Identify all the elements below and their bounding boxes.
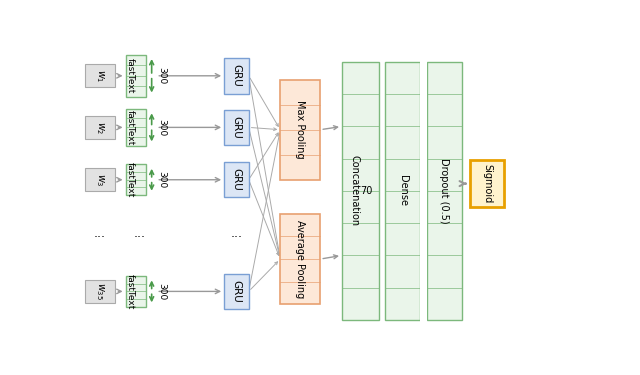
FancyBboxPatch shape [280, 80, 320, 180]
Text: Sigmoid: Sigmoid [483, 164, 492, 203]
FancyBboxPatch shape [385, 62, 420, 320]
FancyBboxPatch shape [86, 280, 115, 303]
Text: Max Pooling: Max Pooling [295, 100, 305, 159]
Text: GRU: GRU [232, 64, 241, 87]
FancyBboxPatch shape [280, 214, 320, 304]
Text: Average Pooling: Average Pooling [295, 220, 305, 298]
Text: fastText: fastText [125, 58, 134, 93]
FancyBboxPatch shape [224, 110, 249, 145]
FancyBboxPatch shape [224, 162, 249, 198]
FancyBboxPatch shape [224, 58, 249, 93]
Text: fastText: fastText [125, 110, 134, 145]
Text: 70: 70 [360, 186, 372, 196]
Text: ...: ... [230, 227, 243, 240]
FancyBboxPatch shape [126, 55, 147, 97]
Text: $w_3$: $w_3$ [94, 173, 106, 187]
Text: GRU: GRU [232, 280, 241, 303]
Bar [420, 45, 427, 334]
Text: ...: ... [134, 227, 146, 240]
Text: Dropout (0.5): Dropout (0.5) [439, 158, 449, 224]
FancyBboxPatch shape [126, 276, 147, 307]
FancyBboxPatch shape [126, 109, 147, 146]
FancyBboxPatch shape [86, 64, 115, 87]
FancyBboxPatch shape [126, 164, 147, 195]
Text: 300: 300 [157, 283, 166, 300]
Text: Dense: Dense [397, 176, 408, 206]
FancyBboxPatch shape [224, 274, 249, 309]
FancyBboxPatch shape [86, 116, 115, 139]
Text: 300: 300 [157, 171, 166, 188]
Text: fastText: fastText [125, 162, 134, 197]
FancyBboxPatch shape [342, 62, 379, 320]
FancyBboxPatch shape [86, 168, 115, 191]
Text: ...: ... [94, 227, 106, 240]
Text: GRU: GRU [232, 168, 241, 191]
FancyBboxPatch shape [470, 160, 504, 207]
Text: 300: 300 [157, 119, 166, 136]
Text: fastText: fastText [125, 274, 134, 309]
Text: $w_{35}$: $w_{35}$ [94, 282, 106, 300]
Text: Concatenation: Concatenation [350, 155, 360, 226]
Text: $w_1$: $w_1$ [94, 69, 106, 82]
Text: $w_2$: $w_2$ [94, 121, 106, 134]
FancyBboxPatch shape [427, 62, 462, 320]
Text: 300: 300 [157, 67, 166, 84]
Text: GRU: GRU [232, 116, 241, 139]
